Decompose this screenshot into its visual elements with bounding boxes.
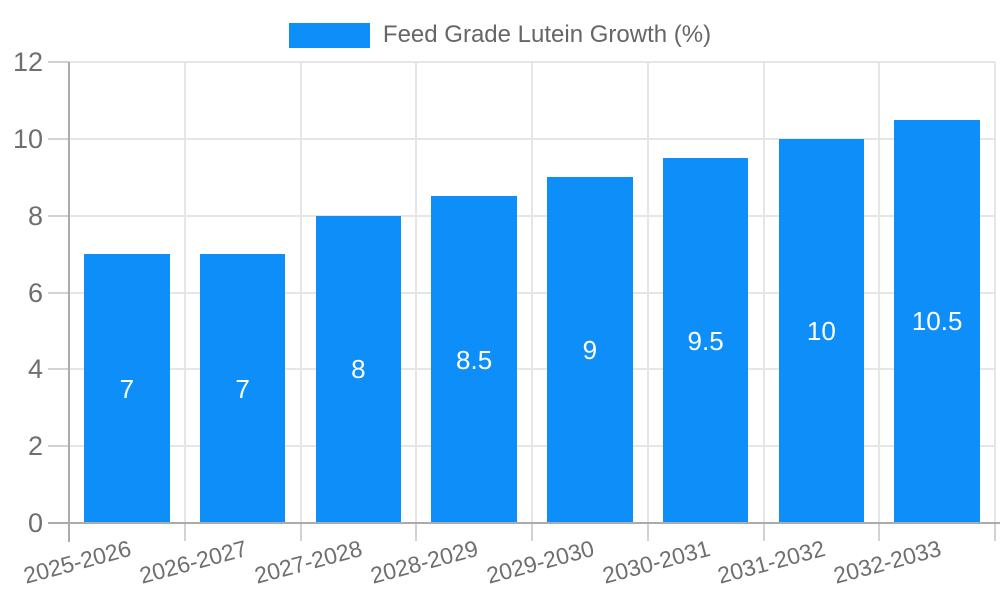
- x-gridline: [878, 62, 881, 523]
- y-tick-mark: [48, 61, 69, 63]
- x-gridline: [415, 62, 418, 523]
- bar: [894, 119, 980, 523]
- bar-value-label: 8.5: [456, 344, 493, 375]
- x-tick-mark: [183, 523, 186, 541]
- bar-value-label: 7: [235, 373, 250, 404]
- bar-value-label: 10: [806, 315, 836, 346]
- y-axis-tick-label: 10: [12, 123, 43, 154]
- x-gridline: [299, 62, 302, 523]
- x-tick-mark: [762, 523, 765, 541]
- x-axis-tick-label-text: 2027-2028: [252, 535, 366, 589]
- y-tick-mark: [48, 445, 69, 448]
- y-tick-mark: [48, 137, 69, 140]
- bar: [547, 177, 633, 523]
- x-gridline: [531, 62, 533, 523]
- bar-value-label: 9: [582, 335, 598, 366]
- x-gridline: [994, 62, 996, 523]
- x-axis-tick-label-text: 2028-2029: [367, 535, 481, 589]
- x-tick-mark: [646, 523, 649, 541]
- x-axis-tick-label-text: 2032-2033: [830, 535, 944, 589]
- x-gridline: [183, 62, 186, 523]
- x-gridline: [646, 62, 649, 523]
- bar-value-label: 8: [351, 354, 366, 385]
- bar: [431, 196, 517, 523]
- y-axis-tick-label: 6: [27, 277, 43, 308]
- bar-value-label: 9.5: [687, 325, 724, 356]
- y-axis-tick-label: 2: [27, 431, 43, 462]
- y-axis-tick-label: 4: [27, 354, 43, 385]
- y-axis-tick-label: 0: [27, 508, 43, 538]
- x-axis-tick-label-text: 2030-2031: [599, 535, 713, 589]
- bar: [199, 254, 286, 523]
- y-axis-tick-label: 8: [27, 200, 43, 231]
- y-tick-mark: [48, 214, 69, 217]
- x-tick-mark: [994, 523, 996, 541]
- bar: [662, 158, 749, 523]
- bar: [778, 138, 865, 523]
- x-axis-tick-label-text: 2031-2032: [715, 535, 829, 589]
- x-tick-mark: [878, 523, 881, 541]
- y-axis-line: [68, 62, 70, 542]
- x-axis-line: [48, 522, 1000, 524]
- bar-value-label: 10.5: [911, 306, 963, 337]
- x-tick-mark: [531, 523, 533, 541]
- y-axis-tick-label: 12: [12, 47, 43, 77]
- y-tick-mark: [48, 291, 69, 294]
- legend-item[interactable]: Feed Grade Lutein Growth (%): [0, 21, 1000, 49]
- x-tick-mark: [299, 523, 302, 541]
- x-axis-tick-label-text: 2025-2026: [20, 535, 134, 589]
- legend-label: Feed Grade Lutein Growth (%): [382, 21, 712, 48]
- x-gridline: [762, 62, 765, 523]
- y-tick-mark: [48, 368, 69, 371]
- x-axis-tick-label-text: 2026-2027: [136, 535, 250, 589]
- legend-swatch-icon: [288, 22, 370, 48]
- bar-value-label: 7: [119, 373, 135, 404]
- x-tick-mark: [415, 523, 418, 541]
- x-axis-tick-label-text: 2029-2030: [483, 535, 597, 589]
- bar: [84, 254, 170, 523]
- bar: [315, 215, 402, 523]
